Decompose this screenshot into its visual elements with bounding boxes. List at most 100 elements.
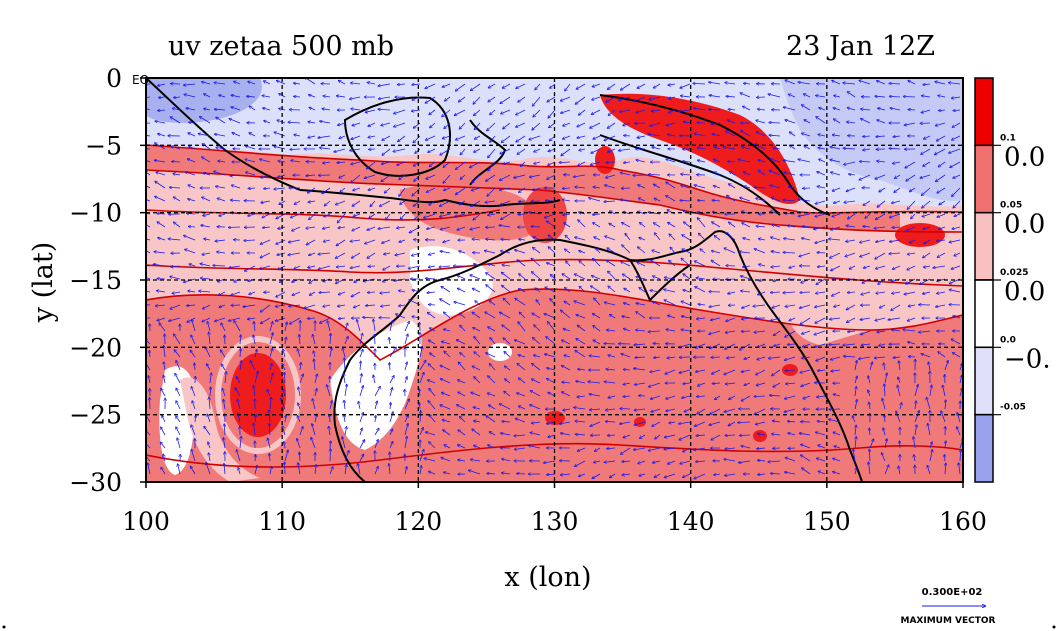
wind-vector bbox=[230, 175, 241, 176]
wind-vector bbox=[500, 96, 511, 103]
wind-vector bbox=[649, 174, 661, 175]
wind-vector bbox=[186, 172, 196, 176]
wind-vector bbox=[503, 161, 511, 164]
wind-vector bbox=[895, 174, 901, 178]
wind-vector bbox=[938, 96, 946, 98]
wind-vector bbox=[489, 83, 496, 88]
wind-vector bbox=[650, 122, 661, 126]
wind-vector bbox=[261, 239, 271, 244]
wind-vector bbox=[517, 474, 526, 475]
wind-vector bbox=[263, 227, 271, 228]
wind-vector bbox=[816, 117, 826, 124]
wind-vector bbox=[474, 264, 481, 267]
wind-vector bbox=[351, 240, 361, 241]
wind-vector bbox=[393, 148, 406, 152]
wind-vector bbox=[174, 197, 181, 202]
wind-vector bbox=[592, 276, 601, 280]
wind-vector bbox=[924, 266, 931, 267]
wind-vector bbox=[933, 265, 946, 268]
wind-vector bbox=[743, 266, 751, 267]
wind-vector bbox=[684, 222, 691, 228]
wind-vector bbox=[669, 261, 676, 267]
wind-vector bbox=[578, 161, 586, 166]
wind-vector bbox=[231, 107, 241, 111]
wind-vector bbox=[217, 252, 226, 253]
wind-vector bbox=[589, 198, 601, 202]
wind-vector bbox=[910, 187, 916, 192]
wind-vector bbox=[665, 278, 676, 280]
wind-vector bbox=[428, 148, 436, 152]
wind-vector bbox=[574, 174, 586, 177]
wind-vector bbox=[368, 292, 376, 293]
wind-vector bbox=[666, 159, 676, 163]
wind-vector bbox=[908, 81, 916, 85]
wind-vector bbox=[460, 148, 466, 155]
wind-vector bbox=[189, 264, 196, 267]
wind-vector bbox=[430, 122, 436, 128]
wind-vector bbox=[619, 148, 631, 151]
wind-vector bbox=[579, 261, 586, 267]
wind-vector bbox=[367, 226, 376, 230]
wind-vector bbox=[610, 211, 616, 215]
wind-vector bbox=[844, 161, 856, 165]
wind-vector bbox=[905, 122, 916, 125]
wind-vector bbox=[679, 110, 691, 112]
wind-vector bbox=[890, 108, 901, 111]
wind-vector bbox=[623, 122, 631, 125]
wind-vector bbox=[490, 109, 496, 115]
wind-vector bbox=[770, 211, 781, 215]
wind-vector bbox=[639, 198, 646, 202]
wind-vector bbox=[234, 82, 241, 85]
wind-vector bbox=[876, 265, 886, 269]
wind-vector bbox=[245, 159, 256, 163]
wind-vector bbox=[954, 252, 961, 256]
wind-vector bbox=[276, 239, 286, 244]
wind-vector bbox=[847, 187, 856, 191]
wind-vector bbox=[381, 122, 391, 125]
wind-vector bbox=[442, 109, 451, 117]
wind-vector bbox=[337, 266, 346, 267]
wind-vector bbox=[420, 323, 421, 332]
wind-vector bbox=[563, 214, 571, 215]
wind-vector bbox=[173, 108, 181, 110]
wind-vector bbox=[474, 109, 481, 115]
wind-vector bbox=[322, 187, 331, 194]
wind-vector bbox=[620, 200, 631, 201]
wind-vector bbox=[456, 83, 466, 91]
wind-vector bbox=[623, 274, 631, 280]
wind-vector bbox=[834, 96, 841, 97]
wind-vector bbox=[336, 200, 346, 205]
wind-vector bbox=[818, 266, 826, 267]
wind-vector bbox=[817, 253, 826, 254]
wind-vector bbox=[834, 119, 841, 124]
wind-vector bbox=[621, 173, 631, 176]
wind-vector bbox=[937, 213, 946, 217]
wind-vector bbox=[441, 226, 451, 230]
wind-vector bbox=[742, 223, 751, 228]
wind-vector bbox=[667, 122, 676, 125]
vector-key-value: 0.300E+02 bbox=[922, 587, 983, 598]
wind-vector bbox=[771, 237, 781, 241]
wind-vector bbox=[681, 186, 691, 189]
wind-vector bbox=[863, 149, 871, 150]
x-tick-label-160: 160 bbox=[939, 507, 987, 536]
wind-vector bbox=[605, 236, 616, 241]
wind-vector bbox=[352, 200, 361, 206]
wind-vector bbox=[804, 146, 811, 150]
wind-vector bbox=[519, 239, 526, 240]
wind-vector bbox=[625, 234, 631, 241]
wind-vector bbox=[712, 222, 721, 228]
wind-vector bbox=[593, 135, 601, 139]
wind-vector bbox=[799, 252, 811, 256]
wind-vector bbox=[532, 272, 541, 280]
wind-vector bbox=[700, 249, 706, 254]
wind-vector bbox=[274, 146, 286, 150]
wind-vector bbox=[622, 223, 631, 228]
wind-vector bbox=[575, 274, 586, 280]
wind-vector bbox=[456, 187, 466, 195]
wind-vector bbox=[337, 162, 346, 163]
wind-vector bbox=[381, 174, 391, 181]
wind-vector bbox=[501, 239, 511, 240]
wind-vector bbox=[759, 264, 766, 266]
wind-vector bbox=[231, 200, 241, 201]
